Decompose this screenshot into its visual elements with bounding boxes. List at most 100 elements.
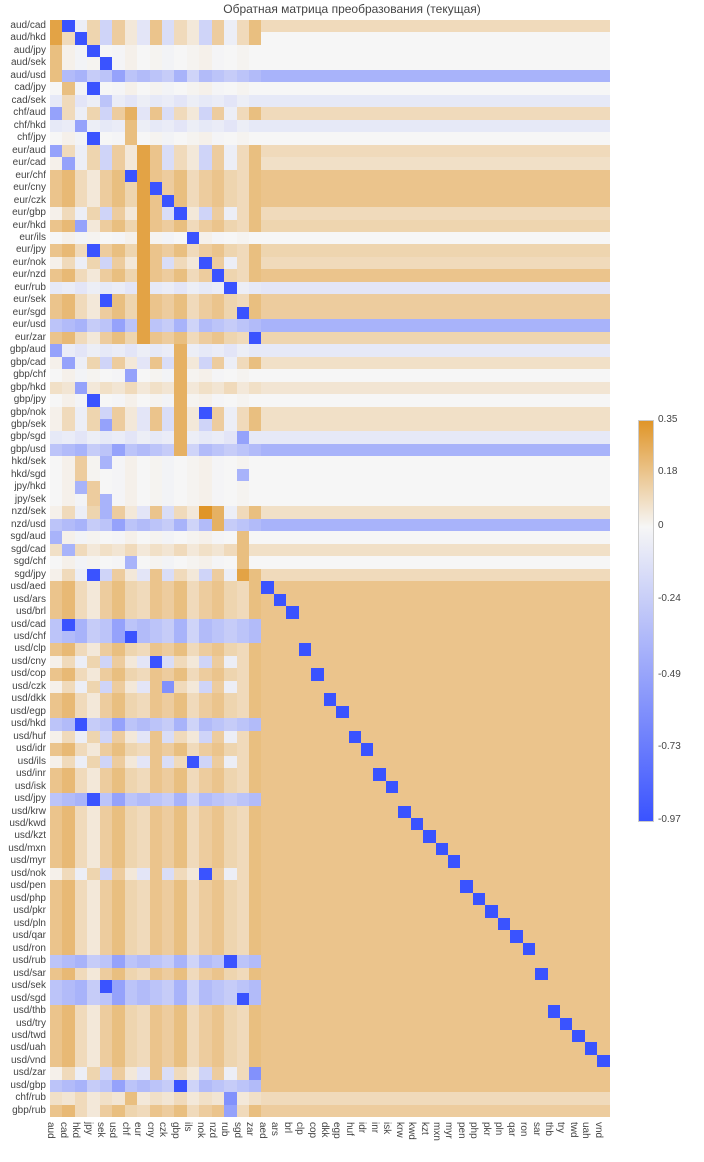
heatmap-cell — [510, 868, 522, 880]
heatmap-cell — [87, 1055, 99, 1067]
heatmap-cell — [311, 357, 323, 369]
heatmap-cell — [162, 182, 174, 194]
heatmap-cell — [261, 444, 273, 456]
heatmap-cell — [498, 431, 510, 443]
heatmap-cell — [523, 544, 535, 556]
heatmap-cell — [498, 1005, 510, 1017]
y-tick-label: usd/cop — [0, 668, 46, 680]
heatmap-cell — [448, 195, 460, 207]
heatmap-cell — [398, 943, 410, 955]
heatmap-cell — [523, 444, 535, 456]
heatmap-cell — [585, 606, 597, 618]
heatmap-cell — [597, 1005, 609, 1017]
heatmap-cell — [274, 943, 286, 955]
heatmap-cell — [150, 182, 162, 194]
heatmap-cell — [423, 269, 435, 281]
heatmap-cell — [411, 369, 423, 381]
heatmap-cell — [386, 1042, 398, 1054]
heatmap-cell — [174, 220, 186, 232]
heatmap-cell — [373, 880, 385, 892]
heatmap-cell — [249, 1080, 261, 1092]
heatmap-cell — [373, 643, 385, 655]
heatmap-cell — [336, 918, 348, 930]
heatmap-cell — [162, 95, 174, 107]
heatmap-cell — [585, 145, 597, 157]
heatmap-cell — [286, 82, 298, 94]
heatmap-cell — [411, 120, 423, 132]
heatmap-cell — [125, 918, 137, 930]
heatmap-cell — [585, 120, 597, 132]
heatmap-cell — [597, 531, 609, 543]
heatmap-cell — [212, 544, 224, 556]
heatmap-cell — [349, 781, 361, 793]
heatmap-cell — [436, 731, 448, 743]
heatmap-cell — [150, 506, 162, 518]
heatmap-cell — [174, 1005, 186, 1017]
heatmap-cell — [572, 269, 584, 281]
heatmap-cell — [224, 718, 236, 730]
heatmap-cell — [398, 357, 410, 369]
heatmap-cell — [199, 843, 211, 855]
heatmap-cell — [162, 1018, 174, 1030]
heatmap-cell — [62, 855, 74, 867]
heatmap-cell — [485, 843, 497, 855]
heatmap-cell — [423, 531, 435, 543]
heatmap-cell — [125, 419, 137, 431]
heatmap-cell — [473, 743, 485, 755]
heatmap-cell — [174, 195, 186, 207]
heatmap-cell — [373, 1080, 385, 1092]
heatmap-cell — [199, 693, 211, 705]
heatmap-cell — [112, 132, 124, 144]
heatmap-cell — [510, 269, 522, 281]
heatmap-cell — [150, 257, 162, 269]
heatmap-cell — [100, 1105, 112, 1117]
heatmap-cell — [87, 456, 99, 468]
heatmap-cell — [75, 943, 87, 955]
heatmap-cell — [311, 332, 323, 344]
heatmap-cell — [274, 57, 286, 69]
heatmap-cell — [436, 319, 448, 331]
heatmap-cell — [498, 444, 510, 456]
heatmap-cell — [560, 107, 572, 119]
heatmap-cell — [311, 45, 323, 57]
heatmap-cell — [324, 1105, 336, 1117]
heatmap-cell — [473, 282, 485, 294]
heatmap-cell — [137, 643, 149, 655]
heatmap-cell — [212, 444, 224, 456]
heatmap-cell — [100, 1042, 112, 1054]
heatmap-cell — [50, 45, 62, 57]
heatmap-cell — [212, 357, 224, 369]
heatmap-cell — [286, 781, 298, 793]
heatmap-cell — [411, 943, 423, 955]
heatmap-cell — [597, 1105, 609, 1117]
heatmap-cell — [448, 594, 460, 606]
heatmap-cell — [112, 643, 124, 655]
heatmap-cell — [460, 419, 472, 431]
x-tick-label: kwd — [406, 1122, 417, 1140]
heatmap-cell — [498, 481, 510, 493]
heatmap-cell — [100, 880, 112, 892]
heatmap-cell — [324, 905, 336, 917]
heatmap-cell — [349, 656, 361, 668]
heatmap-cell — [199, 70, 211, 82]
heatmap-cell — [100, 57, 112, 69]
heatmap-cell — [50, 207, 62, 219]
heatmap-cell — [498, 531, 510, 543]
heatmap-cell — [199, 45, 211, 57]
heatmap-cell — [436, 344, 448, 356]
heatmap-cell — [249, 556, 261, 568]
heatmap-cell — [460, 456, 472, 468]
heatmap-cell — [510, 718, 522, 730]
heatmap-cell — [261, 830, 273, 842]
heatmap-cell — [398, 157, 410, 169]
heatmap-cell — [473, 806, 485, 818]
heatmap-cell — [535, 768, 547, 780]
heatmap-cell — [336, 556, 348, 568]
heatmap-cell — [162, 1067, 174, 1079]
y-tick-label: usd/qar — [0, 930, 46, 942]
heatmap-cell — [336, 107, 348, 119]
heatmap-cell — [150, 132, 162, 144]
heatmap-cell — [224, 706, 236, 718]
heatmap-cell — [448, 307, 460, 319]
y-tick-label: eur/nok — [0, 257, 46, 269]
